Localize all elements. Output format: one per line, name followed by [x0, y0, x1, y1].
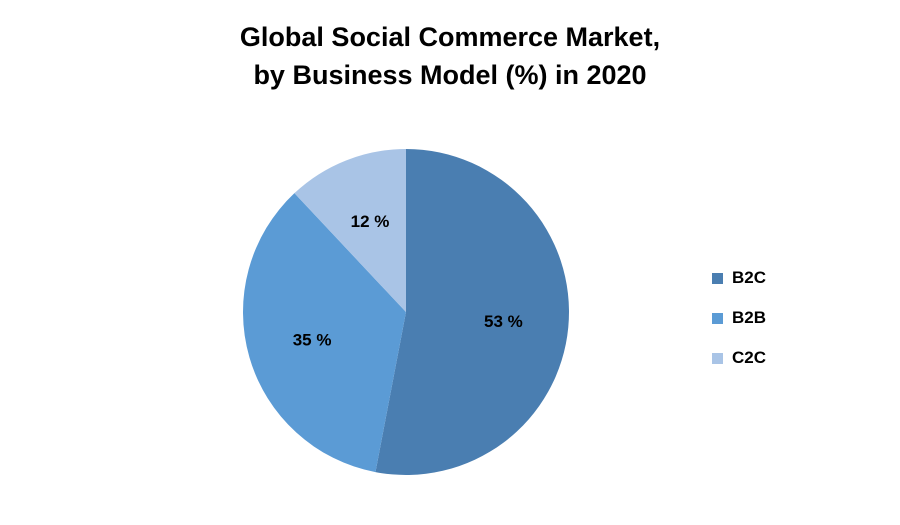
title-line-2: by Business Model (%) in 2020: [253, 60, 647, 90]
legend-swatch: [712, 312, 723, 324]
pie-slice-b2c: [375, 149, 570, 475]
legend-label: C2C: [732, 348, 767, 367]
pie-slice-c2c: [294, 149, 406, 312]
legend-swatch: [712, 272, 723, 284]
legend-label: B2C: [732, 268, 767, 287]
pie-slice-b2b: [243, 193, 406, 473]
data-label-b2c: 53 %: [484, 312, 523, 331]
title-line-1: Global Social Commerce Market,: [239, 22, 661, 52]
chart-title: Global Social Commerce Market, by Busine…: [0, 18, 900, 94]
legend-swatch: [712, 352, 723, 364]
data-label-b2b: 35 %: [293, 330, 332, 349]
legend: B2C B2B C2C: [712, 258, 766, 378]
legend-item-b2b: B2B: [712, 298, 766, 338]
legend-item-c2c: C2C: [712, 338, 766, 378]
data-label-c2c: 12 %: [351, 212, 390, 231]
legend-item-b2c: B2C: [712, 258, 766, 298]
legend-label: B2B: [732, 308, 767, 327]
